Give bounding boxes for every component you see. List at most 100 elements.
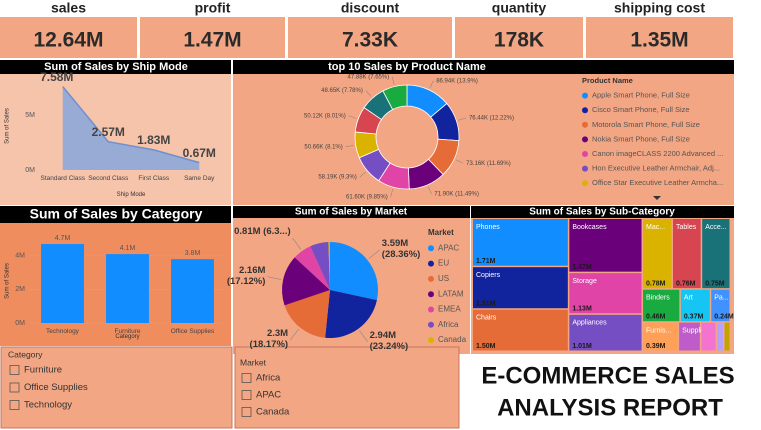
treemap-cell[interactable] xyxy=(473,219,568,266)
legend-label[interactable]: Cisco Smart Phone, Full Size xyxy=(592,105,690,114)
legend-label[interactable]: Motorola Smart Phone, Full Size xyxy=(592,120,700,129)
legend-label[interactable]: EU xyxy=(438,259,449,268)
slicer-item[interactable]: Africa xyxy=(256,373,281,384)
kpi-label: sales xyxy=(51,0,86,16)
treemap-cell[interactable] xyxy=(702,219,730,289)
legend-label[interactable]: Hon Executive Leather Armchair, Adj... xyxy=(592,164,720,173)
treemap-cell[interactable] xyxy=(680,289,710,322)
treemap-cell[interactable] xyxy=(701,322,716,351)
y-axis-title: Sum of Sales xyxy=(5,108,11,144)
treemap-cell[interactable] xyxy=(643,322,678,351)
data-label: 7.58M xyxy=(40,70,73,84)
slicer-item[interactable]: Technology xyxy=(24,400,72,411)
legend-label[interactable]: Nokia Smart Phone, Full Size xyxy=(592,134,690,143)
y-axis-title: Sum of Sales xyxy=(5,263,11,299)
legend-marker[interactable] xyxy=(582,165,588,172)
leader-line xyxy=(390,189,394,197)
data-label: 2.16M (17.12%) xyxy=(226,264,266,287)
title-bar xyxy=(471,206,734,218)
legend-label[interactable]: APAC xyxy=(438,243,459,252)
legend-label[interactable]: Africa xyxy=(438,320,459,329)
treemap-cell[interactable] xyxy=(643,289,680,322)
legend-label[interactable]: Canon imageCLASS 2200 Advanced ... xyxy=(592,149,723,158)
pie-slice xyxy=(328,242,330,290)
treemap-cell[interactable] xyxy=(724,322,730,351)
checkbox[interactable] xyxy=(9,400,20,410)
slicer-item[interactable]: Canada xyxy=(256,407,290,418)
treemap-cell[interactable] xyxy=(643,219,672,289)
legend-marker[interactable] xyxy=(582,121,588,128)
slicer-panel xyxy=(0,346,233,429)
title-bar xyxy=(233,206,470,218)
legend-label[interactable]: Canada xyxy=(438,335,467,344)
checkbox[interactable] xyxy=(9,382,20,393)
kpi-header xyxy=(0,0,137,17)
y-tick-label: 0M xyxy=(25,167,35,174)
slicer-title: Market xyxy=(240,357,267,367)
legend-label[interactable]: EMEA xyxy=(438,305,461,314)
data-label: 1.13M xyxy=(572,306,592,313)
slicer-item[interactable]: Office Supplies xyxy=(24,382,88,393)
legend-marker[interactable] xyxy=(428,306,434,313)
legend-marker[interactable] xyxy=(428,291,434,298)
x-tick-label: Second Class xyxy=(88,175,129,182)
legend-marker[interactable] xyxy=(582,180,588,187)
legend-marker[interactable] xyxy=(582,92,588,99)
legend-marker[interactable] xyxy=(428,321,434,328)
treemap-cell[interactable] xyxy=(473,267,568,309)
leader-line xyxy=(429,80,434,89)
legend-marker[interactable] xyxy=(428,275,434,282)
checkbox[interactable] xyxy=(241,390,252,400)
legend-marker[interactable] xyxy=(428,245,434,252)
treemap-cell[interactable] xyxy=(569,219,642,272)
bar xyxy=(41,244,84,323)
data-label: 3.59M (28.36%) xyxy=(381,237,421,260)
legend-title: Market xyxy=(428,228,454,237)
legend-marker[interactable] xyxy=(428,337,434,344)
legend-marker[interactable] xyxy=(582,107,588,114)
x-tick-label: Same Day xyxy=(184,175,215,182)
treemap-cell[interactable] xyxy=(672,219,701,289)
data-label: 0.67M xyxy=(183,146,216,160)
data-label: 1.47M xyxy=(572,264,592,271)
legend-marker[interactable] xyxy=(582,151,588,157)
legend-label[interactable]: Apple Smart Phone, Full Size xyxy=(592,91,690,100)
treemap-cell[interactable] xyxy=(711,289,730,322)
treemap-cell[interactable] xyxy=(717,322,724,351)
scroll-arrow[interactable] xyxy=(653,196,661,200)
legend-marker[interactable] xyxy=(582,136,588,143)
cell-label: Tables xyxy=(676,224,697,231)
data-label: 0.24M xyxy=(714,314,734,321)
checkbox[interactable] xyxy=(241,407,252,417)
data-label: 1.50M xyxy=(476,343,496,350)
slicer-item[interactable]: APAC xyxy=(256,390,281,401)
legend-title: Product Name xyxy=(582,76,633,85)
checkbox[interactable] xyxy=(241,373,252,383)
leader-line xyxy=(292,237,302,250)
legend-label[interactable]: Office Star Executive Leather Armcha... xyxy=(592,178,723,187)
cell-label: Storage xyxy=(572,278,597,285)
treemap-cell[interactable] xyxy=(473,309,568,351)
legend-label[interactable]: US xyxy=(438,274,449,283)
x-tick-label: Office Supplies xyxy=(170,328,215,335)
data-label: 0.78M xyxy=(646,281,666,288)
data-label: 76.44K (12.22%) xyxy=(469,115,514,121)
leader-line xyxy=(289,328,300,341)
legend-marker[interactable] xyxy=(428,260,434,267)
donut-slice xyxy=(382,84,408,111)
data-label: 0.46M xyxy=(646,314,666,321)
checkbox[interactable] xyxy=(9,365,20,375)
leader-line xyxy=(427,186,432,195)
data-label: 4.1M xyxy=(120,245,136,252)
data-label: 0.81M (6.3...) xyxy=(234,226,291,238)
slicer-panel xyxy=(234,346,460,429)
slicer-item[interactable]: Furniture xyxy=(24,365,62,376)
chart-title: Sum of Sales by Category xyxy=(30,206,203,222)
cell-label: Chairs xyxy=(476,315,497,322)
treemap-cell[interactable] xyxy=(569,273,642,314)
treemap-cell[interactable] xyxy=(569,314,642,351)
legend-label[interactable]: LATAM xyxy=(438,289,464,298)
leader-line xyxy=(345,145,354,147)
treemap-cell[interactable] xyxy=(679,322,700,351)
